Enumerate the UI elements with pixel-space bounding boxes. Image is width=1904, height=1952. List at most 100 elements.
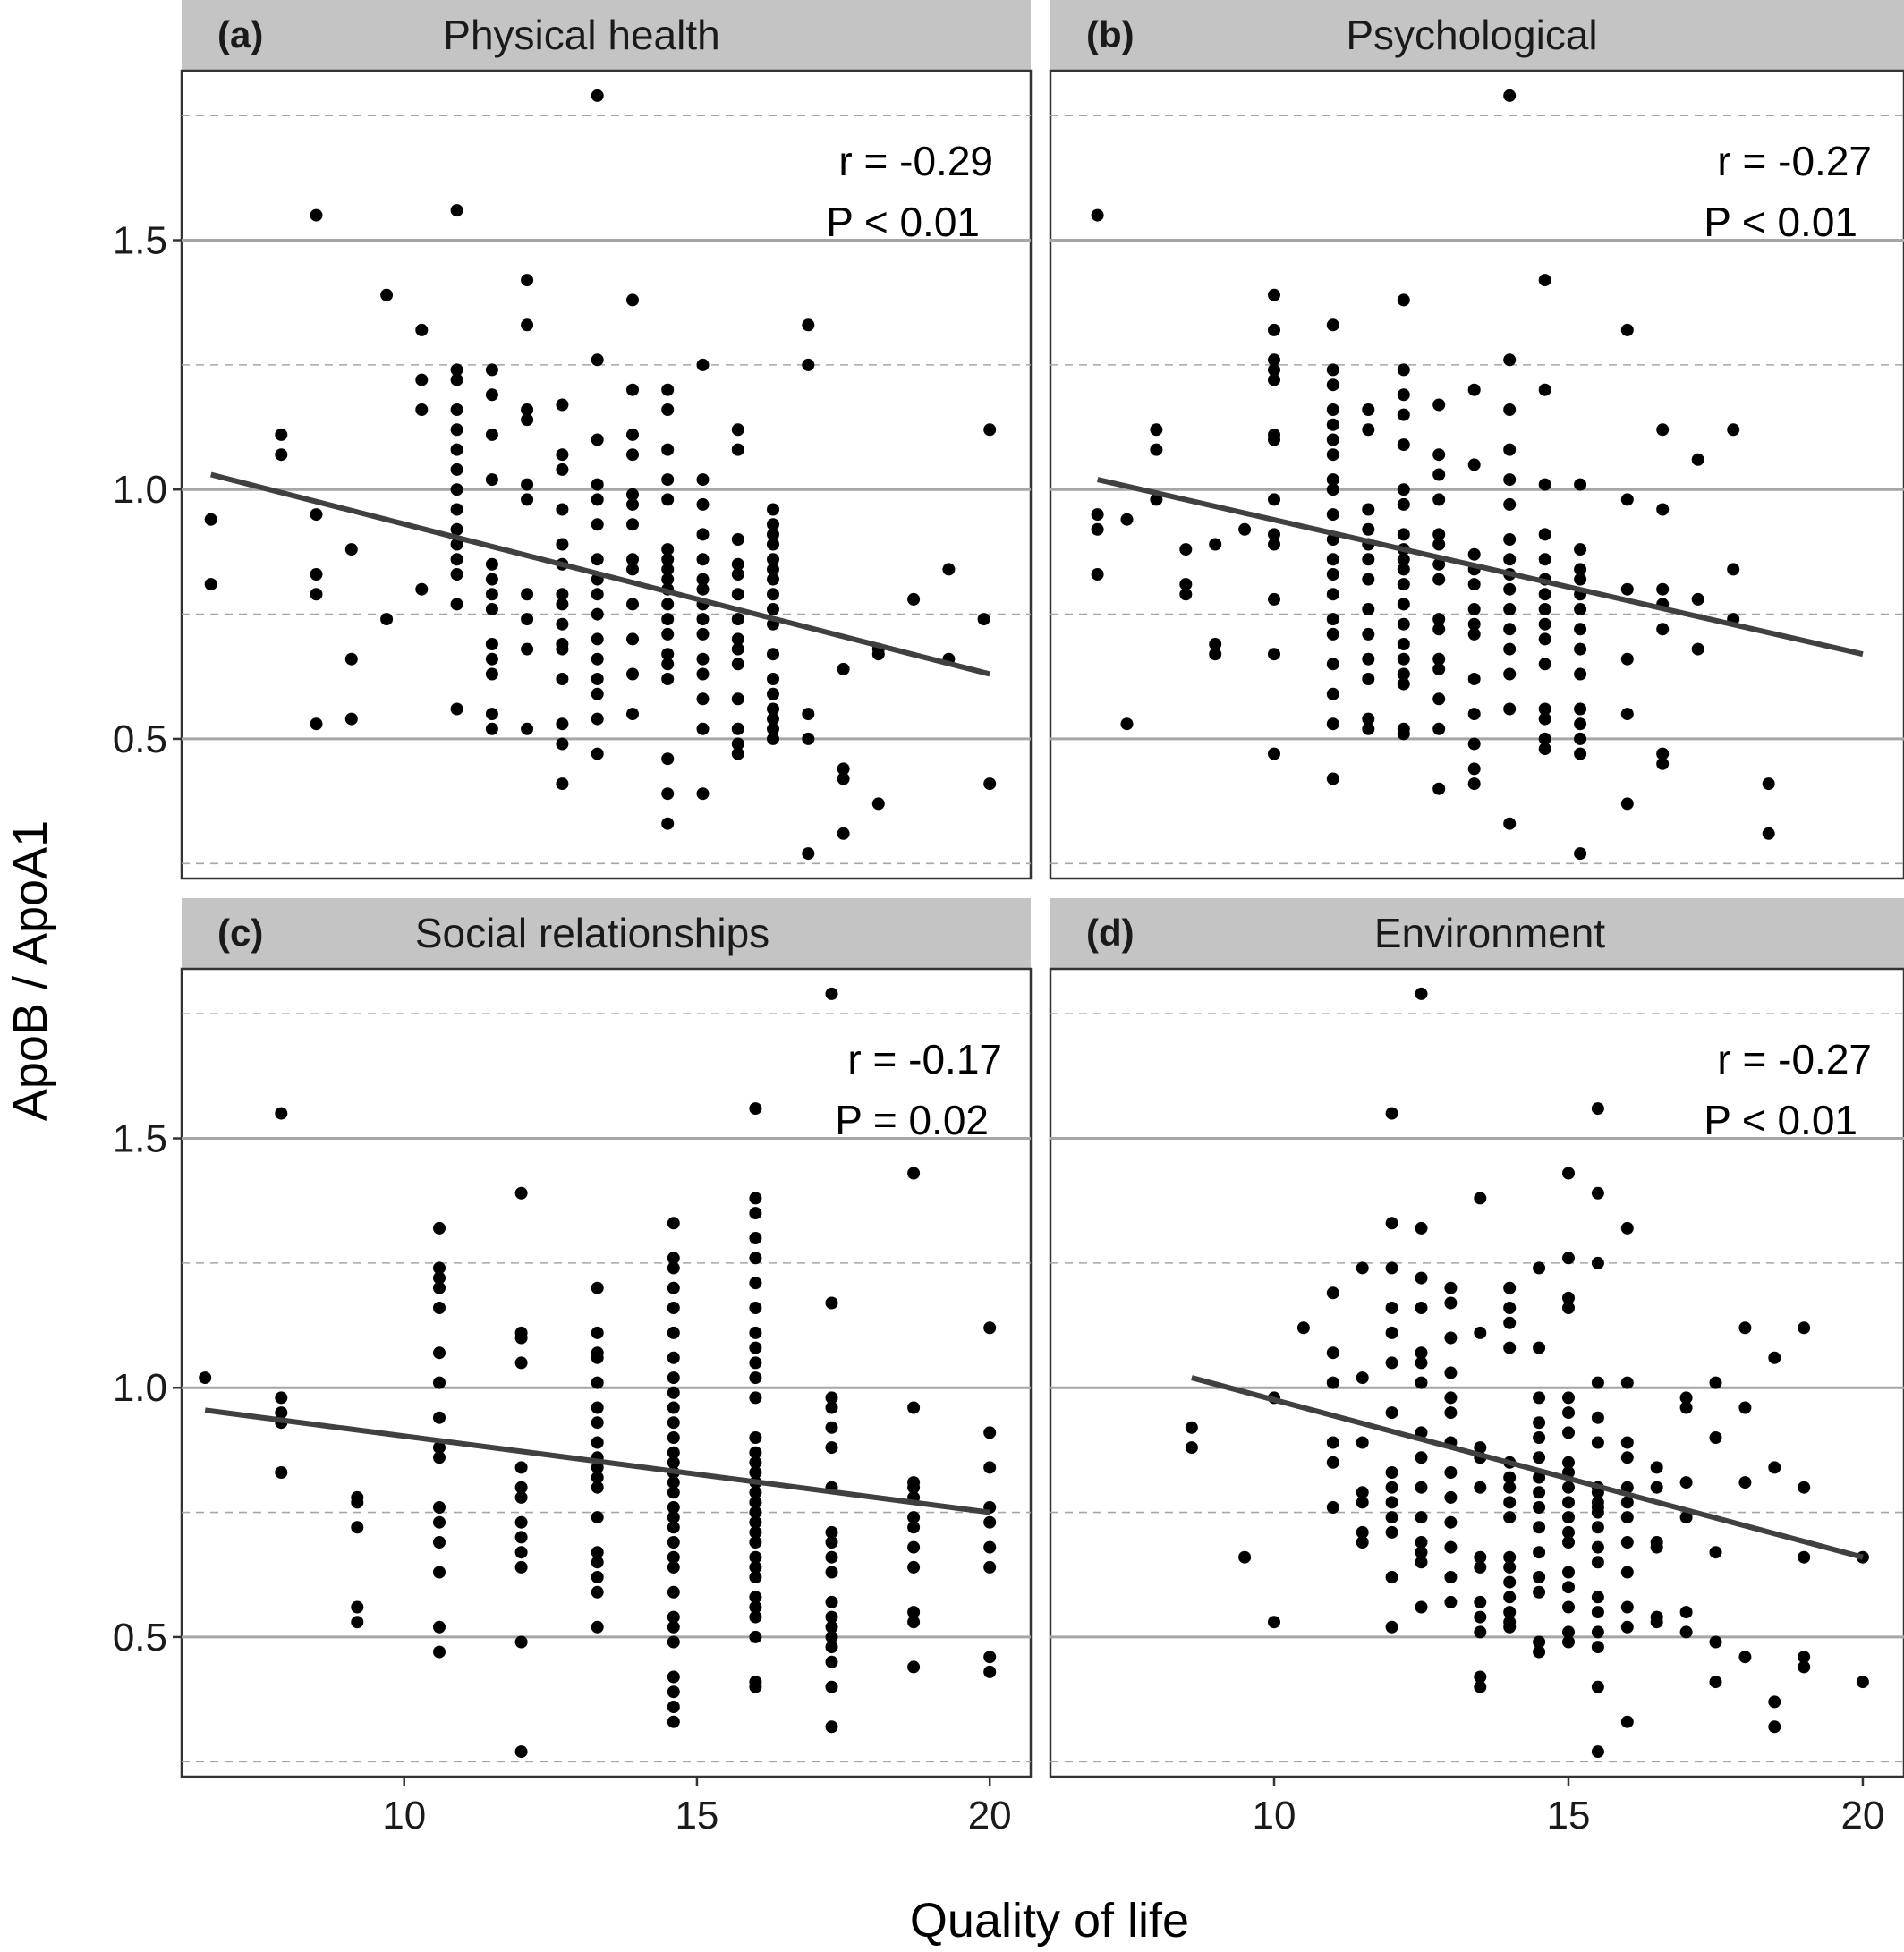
data-point bbox=[983, 1540, 997, 1554]
data-point bbox=[1856, 1676, 1869, 1689]
data-point bbox=[1538, 712, 1551, 726]
data-point bbox=[1691, 453, 1704, 466]
data-point bbox=[1268, 323, 1280, 336]
data-point bbox=[667, 1620, 680, 1634]
data-point bbox=[1620, 1511, 1634, 1524]
data-point bbox=[749, 1600, 762, 1614]
data-point bbox=[1444, 1296, 1458, 1310]
data-point bbox=[1709, 1431, 1722, 1444]
data-point bbox=[1362, 603, 1375, 615]
data-point bbox=[514, 1560, 528, 1574]
data-point bbox=[1533, 1486, 1546, 1499]
data-point bbox=[1385, 1466, 1398, 1479]
data-point bbox=[661, 573, 675, 586]
data-point bbox=[275, 1466, 288, 1479]
data-point bbox=[591, 652, 604, 666]
data-point bbox=[1574, 732, 1587, 745]
data-point bbox=[556, 598, 569, 611]
data-point bbox=[1326, 717, 1339, 731]
p-value-label: P = 0.02 bbox=[835, 1097, 989, 1143]
data-point bbox=[749, 1496, 762, 1509]
data-point bbox=[983, 777, 997, 791]
data-point bbox=[485, 652, 498, 666]
data-point bbox=[825, 987, 838, 1000]
data-point bbox=[1656, 582, 1670, 596]
points bbox=[1091, 89, 1775, 861]
data-point bbox=[1620, 708, 1634, 721]
data-point bbox=[485, 588, 498, 601]
data-point bbox=[351, 1496, 364, 1509]
data-point bbox=[661, 673, 675, 685]
data-point bbox=[433, 1281, 446, 1294]
data-point bbox=[1356, 1486, 1369, 1499]
data-point bbox=[1709, 1635, 1722, 1649]
data-point bbox=[1503, 1591, 1517, 1604]
data-point bbox=[1326, 378, 1339, 392]
data-point bbox=[1444, 1366, 1458, 1379]
data-point bbox=[1444, 1515, 1458, 1529]
y-tick-label: 0.5 bbox=[113, 1616, 167, 1659]
data-point bbox=[731, 722, 744, 735]
data-point bbox=[1415, 987, 1428, 1000]
data-point bbox=[521, 318, 534, 332]
data-point bbox=[1503, 443, 1517, 456]
data-point bbox=[1533, 1416, 1546, 1430]
data-point bbox=[1326, 418, 1339, 431]
data-point bbox=[591, 1556, 604, 1569]
data-point bbox=[1620, 1376, 1634, 1389]
data-point bbox=[1474, 1560, 1487, 1574]
data-point bbox=[591, 1620, 604, 1634]
data-point bbox=[1738, 1401, 1752, 1414]
data-point bbox=[1444, 1490, 1458, 1504]
data-point bbox=[1503, 623, 1517, 636]
data-point bbox=[1326, 363, 1339, 377]
data-point bbox=[485, 557, 498, 571]
data-point bbox=[1397, 617, 1410, 631]
data-point bbox=[514, 1745, 528, 1759]
data-point bbox=[415, 323, 429, 336]
data-point bbox=[1326, 1346, 1339, 1360]
data-point bbox=[1574, 667, 1587, 681]
p-value-label: P < 0.01 bbox=[826, 199, 980, 245]
data-point bbox=[749, 1192, 762, 1205]
x-tick-label: 10 bbox=[1253, 1794, 1296, 1837]
data-point bbox=[767, 528, 779, 541]
data-point bbox=[1503, 582, 1517, 596]
plot-area bbox=[180, 967, 1033, 1778]
data-point bbox=[749, 1550, 762, 1564]
data-point bbox=[1474, 1326, 1487, 1339]
data-point bbox=[1591, 1186, 1604, 1200]
data-point bbox=[1591, 1521, 1604, 1534]
data-point bbox=[1538, 588, 1551, 601]
data-point bbox=[1326, 1376, 1339, 1389]
data-point bbox=[450, 483, 463, 496]
data-point bbox=[1362, 573, 1375, 586]
data-point bbox=[802, 358, 815, 371]
x-tick-label: 20 bbox=[968, 1794, 1012, 1837]
data-point bbox=[1738, 1476, 1752, 1489]
data-point bbox=[667, 1511, 680, 1524]
data-point bbox=[1503, 1281, 1517, 1294]
data-point bbox=[1533, 1645, 1546, 1659]
data-point bbox=[661, 817, 675, 830]
data-point bbox=[433, 1411, 446, 1424]
data-point bbox=[521, 413, 534, 427]
data-point bbox=[626, 563, 639, 576]
panel-title: Psychological bbox=[1346, 12, 1597, 58]
data-point bbox=[1503, 1560, 1517, 1574]
data-point bbox=[1397, 408, 1410, 421]
data-point bbox=[871, 648, 885, 661]
grid bbox=[182, 115, 1031, 865]
data-point bbox=[767, 702, 779, 716]
data-point bbox=[521, 403, 534, 416]
data-point bbox=[983, 1560, 997, 1574]
data-point bbox=[344, 652, 358, 666]
data-point bbox=[767, 687, 779, 700]
data-point bbox=[1679, 1511, 1693, 1524]
data-point bbox=[907, 592, 921, 606]
data-point bbox=[514, 1356, 528, 1370]
data-point bbox=[1362, 652, 1375, 666]
data-point bbox=[667, 1456, 680, 1469]
data-point bbox=[1444, 1595, 1458, 1608]
data-point bbox=[731, 632, 744, 646]
